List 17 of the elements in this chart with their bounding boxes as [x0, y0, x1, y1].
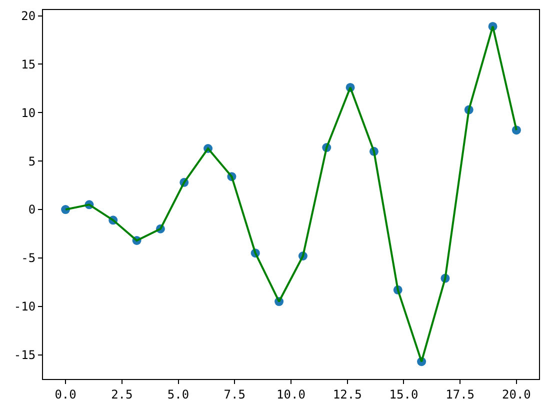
x-tick-label: 5.0: [167, 387, 190, 402]
y-tick-label: -5: [21, 251, 36, 266]
y-tick-label: 10: [21, 106, 36, 120]
y-tick-label: 15: [21, 57, 36, 72]
x-tick-label: 10.0: [276, 387, 306, 402]
x-tick-label: 2.5: [111, 387, 133, 402]
y-tick-label: 20: [21, 9, 36, 24]
x-tick-label: 17.5: [446, 387, 475, 402]
x-tick-label: 20.0: [502, 387, 531, 402]
x-tick-label: 15.0: [389, 387, 418, 402]
x-tick-label: 12.5: [332, 387, 362, 402]
y-tick-label: 0: [28, 202, 36, 217]
x-tick-label: 7.5: [224, 387, 246, 402]
y-tick-label: -10: [14, 300, 36, 314]
y-tick-label: 5: [28, 154, 36, 168]
y-tick-label: -15: [14, 348, 36, 362]
x-tick-label: 0.0: [54, 387, 76, 402]
